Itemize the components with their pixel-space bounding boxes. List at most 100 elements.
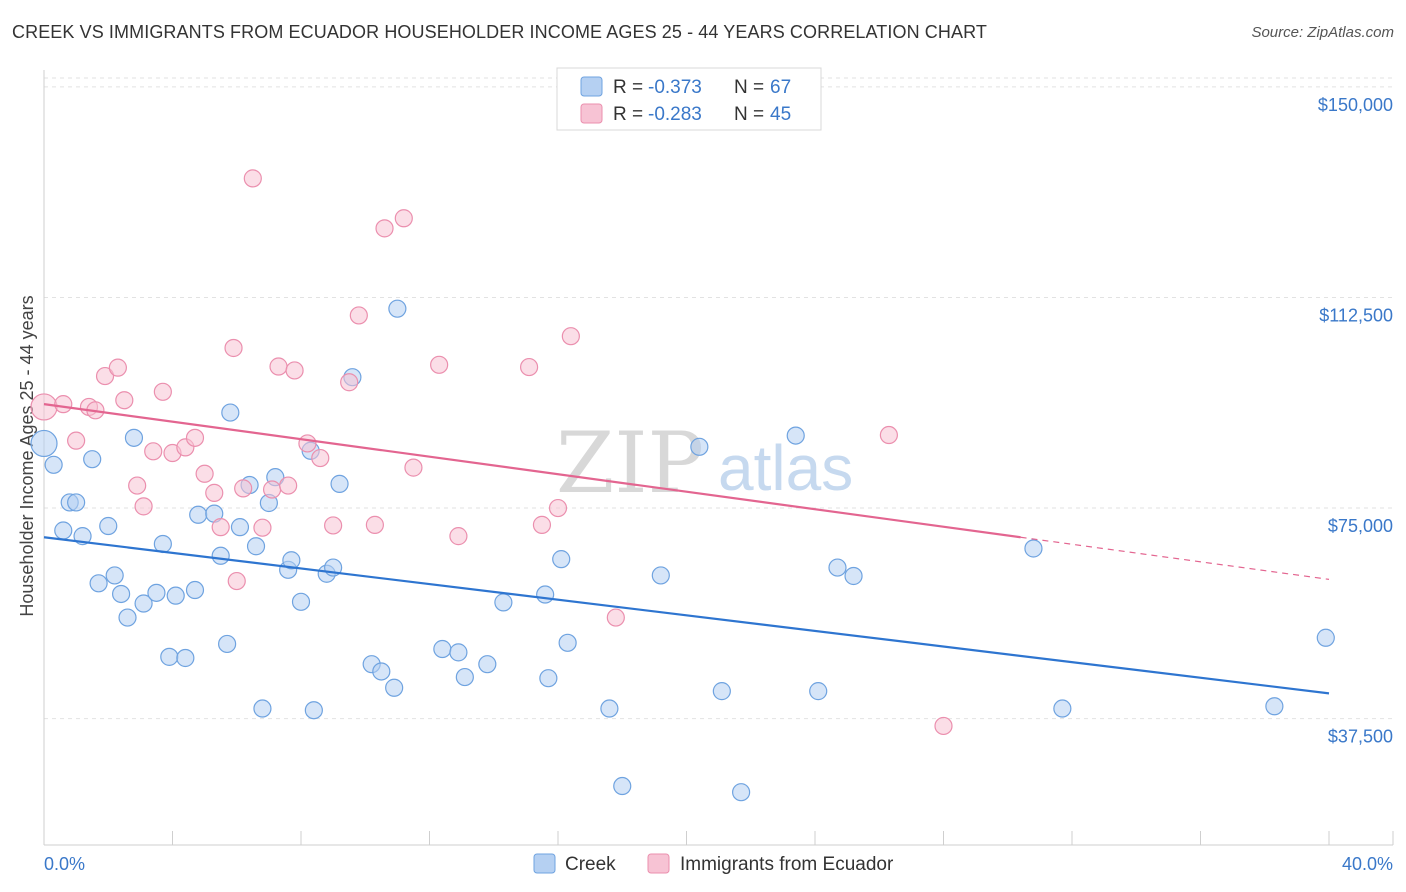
- creek-point: [54, 521, 73, 540]
- creek-point: [291, 592, 311, 611]
- ecuador-point: [606, 608, 625, 627]
- creek-point: [690, 437, 709, 456]
- creek-point: [176, 648, 195, 668]
- creek-point: [372, 662, 391, 681]
- creek-point: [160, 647, 179, 666]
- creek-point: [388, 299, 407, 318]
- creek-point: [786, 426, 805, 445]
- ecuador-point: [195, 464, 214, 483]
- creek-point: [218, 634, 237, 654]
- creek-point: [478, 655, 497, 674]
- creek-point: [809, 682, 828, 701]
- ecuador-point: [285, 361, 304, 380]
- creek-point: [134, 594, 153, 613]
- x-axis-ticks: [43, 831, 1394, 845]
- ecuador-point: [234, 479, 253, 498]
- creek-point: [844, 566, 863, 586]
- creek-point: [651, 566, 670, 585]
- legend-n-value-ecuador: 45: [770, 104, 791, 125]
- creek-point: [304, 701, 323, 720]
- creek-point: [455, 667, 474, 687]
- x-tick-label-max: 40.0%: [1342, 854, 1393, 874]
- legend-n-label-ecuador: N =: [734, 104, 764, 125]
- creek-point: [558, 633, 577, 652]
- creek-point: [613, 776, 632, 796]
- creek-point: [1053, 699, 1072, 718]
- creek-point: [83, 450, 102, 469]
- creek-point: [221, 403, 240, 422]
- legend-r-label-creek: R =: [613, 77, 643, 98]
- ecuador-point: [404, 458, 423, 477]
- ecuador-point: [548, 498, 568, 518]
- creek-point: [828, 558, 847, 577]
- ecuador-point: [311, 448, 330, 468]
- legend-r-value-ecuador: -0.283: [648, 104, 702, 125]
- legend-r-label-ecuador: R =: [613, 104, 643, 125]
- creek-point: [99, 516, 118, 536]
- ecuador-point: [144, 442, 163, 461]
- creek-points: [30, 299, 1335, 802]
- ecuador-point: [449, 527, 468, 546]
- creek-point: [732, 783, 751, 802]
- legend-swatch-creek: [580, 76, 603, 97]
- ecuador-point: [211, 518, 230, 537]
- creek-point: [282, 551, 301, 570]
- creek-point: [30, 429, 58, 458]
- creek-point: [253, 699, 272, 718]
- creek-point: [124, 428, 144, 447]
- ecuador-trend-line: [43, 403, 1021, 539]
- y-tick-label: $150,000: [1318, 95, 1393, 115]
- ecuador-point: [134, 497, 153, 516]
- creek-point: [166, 586, 185, 605]
- creek-point: [89, 574, 108, 593]
- legend-n-value-creek: 67: [770, 77, 791, 98]
- watermark-zip: ZIP: [556, 414, 704, 512]
- creek-point: [449, 643, 468, 662]
- legend-n-label-creek: N =: [734, 77, 764, 98]
- creek-point: [147, 583, 166, 602]
- ecuador-point: [115, 391, 134, 410]
- ecuador-point: [561, 327, 580, 346]
- chart-title: CREEK VS IMMIGRANTS FROM ECUADOR HOUSEHO…: [12, 22, 987, 42]
- legend-r-value-creek: -0.373: [648, 77, 702, 98]
- x-tick-label-min: 0.0%: [44, 854, 85, 874]
- creek-point: [67, 493, 86, 512]
- ecuador-point: [879, 425, 898, 445]
- creek-point: [118, 608, 137, 627]
- ecuador-point: [185, 428, 205, 447]
- correlation-legend: R = -0.373 N = 67 R = -0.283 N = 45: [556, 67, 822, 131]
- y-tick-labels: $37,500 $75,000 $112,500 $150,000: [1318, 95, 1393, 747]
- chart-source: Source: ZipAtlas.com: [1251, 24, 1394, 41]
- creek-point: [330, 474, 349, 493]
- creek-trend-line: [43, 536, 1330, 695]
- creek-point: [185, 580, 205, 600]
- ecuador-point: [394, 209, 413, 228]
- ecuador-point: [153, 382, 172, 401]
- ecuador-point: [227, 571, 246, 591]
- y-tick-label: $75,000: [1328, 516, 1393, 536]
- bottom-legend-swatch-creek: [533, 853, 556, 874]
- ecuador-point: [54, 395, 73, 414]
- creek-point: [189, 505, 208, 524]
- ecuador-point: [30, 393, 58, 421]
- ecuador-point: [934, 716, 953, 736]
- creek-point: [385, 678, 404, 697]
- ecuador-point: [375, 219, 394, 238]
- creek-point: [536, 585, 555, 604]
- ecuador-point: [205, 483, 224, 502]
- ecuador-point: [128, 476, 147, 495]
- creek-point: [712, 682, 731, 701]
- ecuador-point: [298, 434, 317, 453]
- trend-lines: [43, 403, 1330, 695]
- creek-point: [494, 593, 513, 612]
- creek-point: [230, 518, 250, 537]
- creek-point: [433, 639, 452, 659]
- ecuador-point: [243, 169, 262, 188]
- ecuador-point: [532, 515, 552, 534]
- ecuador-point: [224, 338, 243, 358]
- creek-point: [1024, 539, 1043, 558]
- series-legend: Creek Immigrants from Ecuador: [533, 853, 894, 875]
- creek-point: [1316, 628, 1335, 647]
- y-tick-label: $112,500: [1319, 305, 1393, 325]
